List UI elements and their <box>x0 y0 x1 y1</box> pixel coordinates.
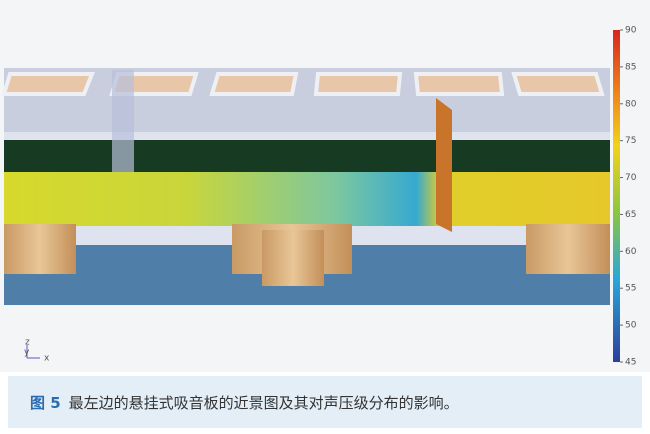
axis-triad <box>26 345 40 359</box>
wood-blocks <box>4 224 610 286</box>
colorbar-tick-label: 85 <box>625 62 636 72</box>
caption-label: 图 5 <box>30 393 61 412</box>
colorbar-tick-label: 45 <box>625 358 636 368</box>
colorbar-tick-label: 55 <box>625 284 636 294</box>
axis-label: y <box>24 348 30 358</box>
caption-text: 最左边的悬挂式吸音板的近景图及其对声压级分布的影响。 <box>68 393 459 412</box>
colorbar-tick-label: 70 <box>625 173 637 183</box>
colorbar-tick-label: 60 <box>625 247 637 257</box>
sound-field <box>4 172 610 226</box>
colorbar-tick-label: 50 <box>625 321 637 331</box>
wall <box>4 140 610 174</box>
caption: 图 5 最左边的悬挂式吸音板的近景图及其对声压级分布的影响。 <box>8 376 642 428</box>
figure: z y x 90 85 80 75 70 65 60 55 50 45 <box>0 0 650 372</box>
colorbar <box>613 30 620 362</box>
colorbar-tick-label: 75 <box>625 136 636 146</box>
axis-label: x <box>44 354 50 364</box>
ceiling <box>4 68 610 140</box>
beam <box>4 132 610 140</box>
colorbar-tick-label: 65 <box>625 210 636 220</box>
panel-absorber <box>436 98 452 232</box>
axis-label: z <box>25 338 30 348</box>
colorbar-tick-label: 80 <box>625 99 637 109</box>
colorbar-tick-label: 90 <box>625 26 637 36</box>
